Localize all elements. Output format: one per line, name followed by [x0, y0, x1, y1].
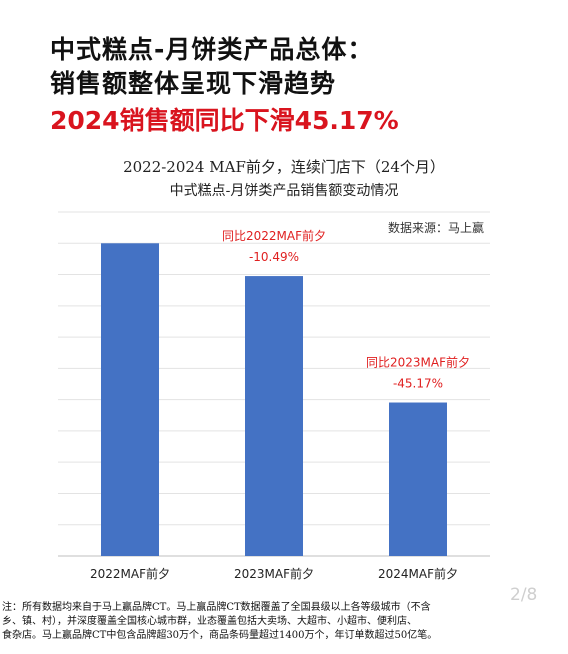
annotation-label: 同比2023MAF前夕: [366, 355, 470, 370]
annotation-value: -45.17%: [393, 377, 443, 391]
x-tick-label: 2022MAF前夕: [90, 566, 170, 581]
annotation-value: -10.49%: [249, 250, 299, 264]
data-source: 数据来源：马上赢: [388, 221, 485, 235]
chart-subtitle: 中式糕点-月饼类产品销售额变动情况: [169, 183, 399, 199]
page-indicator: 2/8: [510, 585, 538, 605]
bar: [245, 276, 303, 556]
bar: [101, 243, 159, 557]
headline-line-2: 销售额整体呈现下滑趋势: [50, 69, 337, 98]
footnote-line-3: 食杂店。马上赢品牌CT中包含品牌超30万个，商品条码量超过1400万个，年订单数…: [2, 630, 438, 641]
bar: [389, 402, 447, 556]
headline-highlight: 2024销售额同比下滑45.17%: [50, 106, 399, 135]
footnote-line-1: 注：所有数据均来自于马上赢品牌CT。马上赢品牌CT数据覆盖了全国县级以上各等级城…: [2, 602, 431, 613]
headline-line-1: 中式糕点-月饼类产品总体：: [50, 35, 374, 64]
footnote-line-2: 乡、镇、村），并深度覆盖全国核心城市群，业态覆盖包括大卖场、大超市、小超市、便利…: [2, 616, 417, 627]
x-tick-label: 2023MAF前夕: [234, 566, 314, 581]
annotation-label: 同比2022MAF前夕: [222, 228, 326, 243]
chart-title: 2022-2024 MAF前夕，连续门店下（24个月）: [123, 158, 445, 176]
x-tick-label: 2024MAF前夕: [378, 566, 458, 581]
